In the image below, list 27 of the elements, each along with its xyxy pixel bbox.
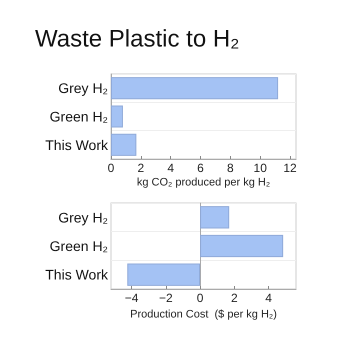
y-tick-label: Green H₂ (50, 108, 108, 124)
y-tick-label: Grey H₂ (58, 80, 108, 96)
x-axis-title: Production Cost ($ per kg H₂) (130, 308, 277, 320)
y-tick-label: Green H₂ (50, 238, 108, 254)
bar (200, 234, 284, 258)
y-tick-label: This Work (45, 136, 109, 153)
bar (111, 134, 136, 156)
x-tick-label: 2 (137, 161, 144, 175)
bar (127, 263, 200, 286)
x-tick-label: 4 (167, 161, 174, 175)
chart-title: Waste Plastic to H₂ (35, 26, 240, 52)
bar (200, 206, 230, 229)
x-tick-label: −2 (158, 291, 173, 305)
y-tick-label: Grey H₂ (58, 209, 108, 226)
x-tick-label: 6 (197, 161, 204, 175)
x-tick-label: 0 (196, 291, 204, 305)
x-tick-label: 4 (265, 291, 272, 305)
x-axis-title: kg CO₂ produced per kg H₂ (136, 176, 270, 188)
x-tick-label: 12 (283, 161, 298, 175)
bar (111, 105, 123, 128)
y-tick-label: This Work (45, 266, 109, 283)
bar (111, 77, 278, 100)
x-tick-label: 10 (254, 161, 268, 175)
x-tick-label: 8 (227, 161, 234, 175)
x-tick-label: 2 (230, 291, 238, 305)
x-tick-label: −4 (124, 291, 139, 305)
x-tick-label: 0 (108, 161, 115, 175)
